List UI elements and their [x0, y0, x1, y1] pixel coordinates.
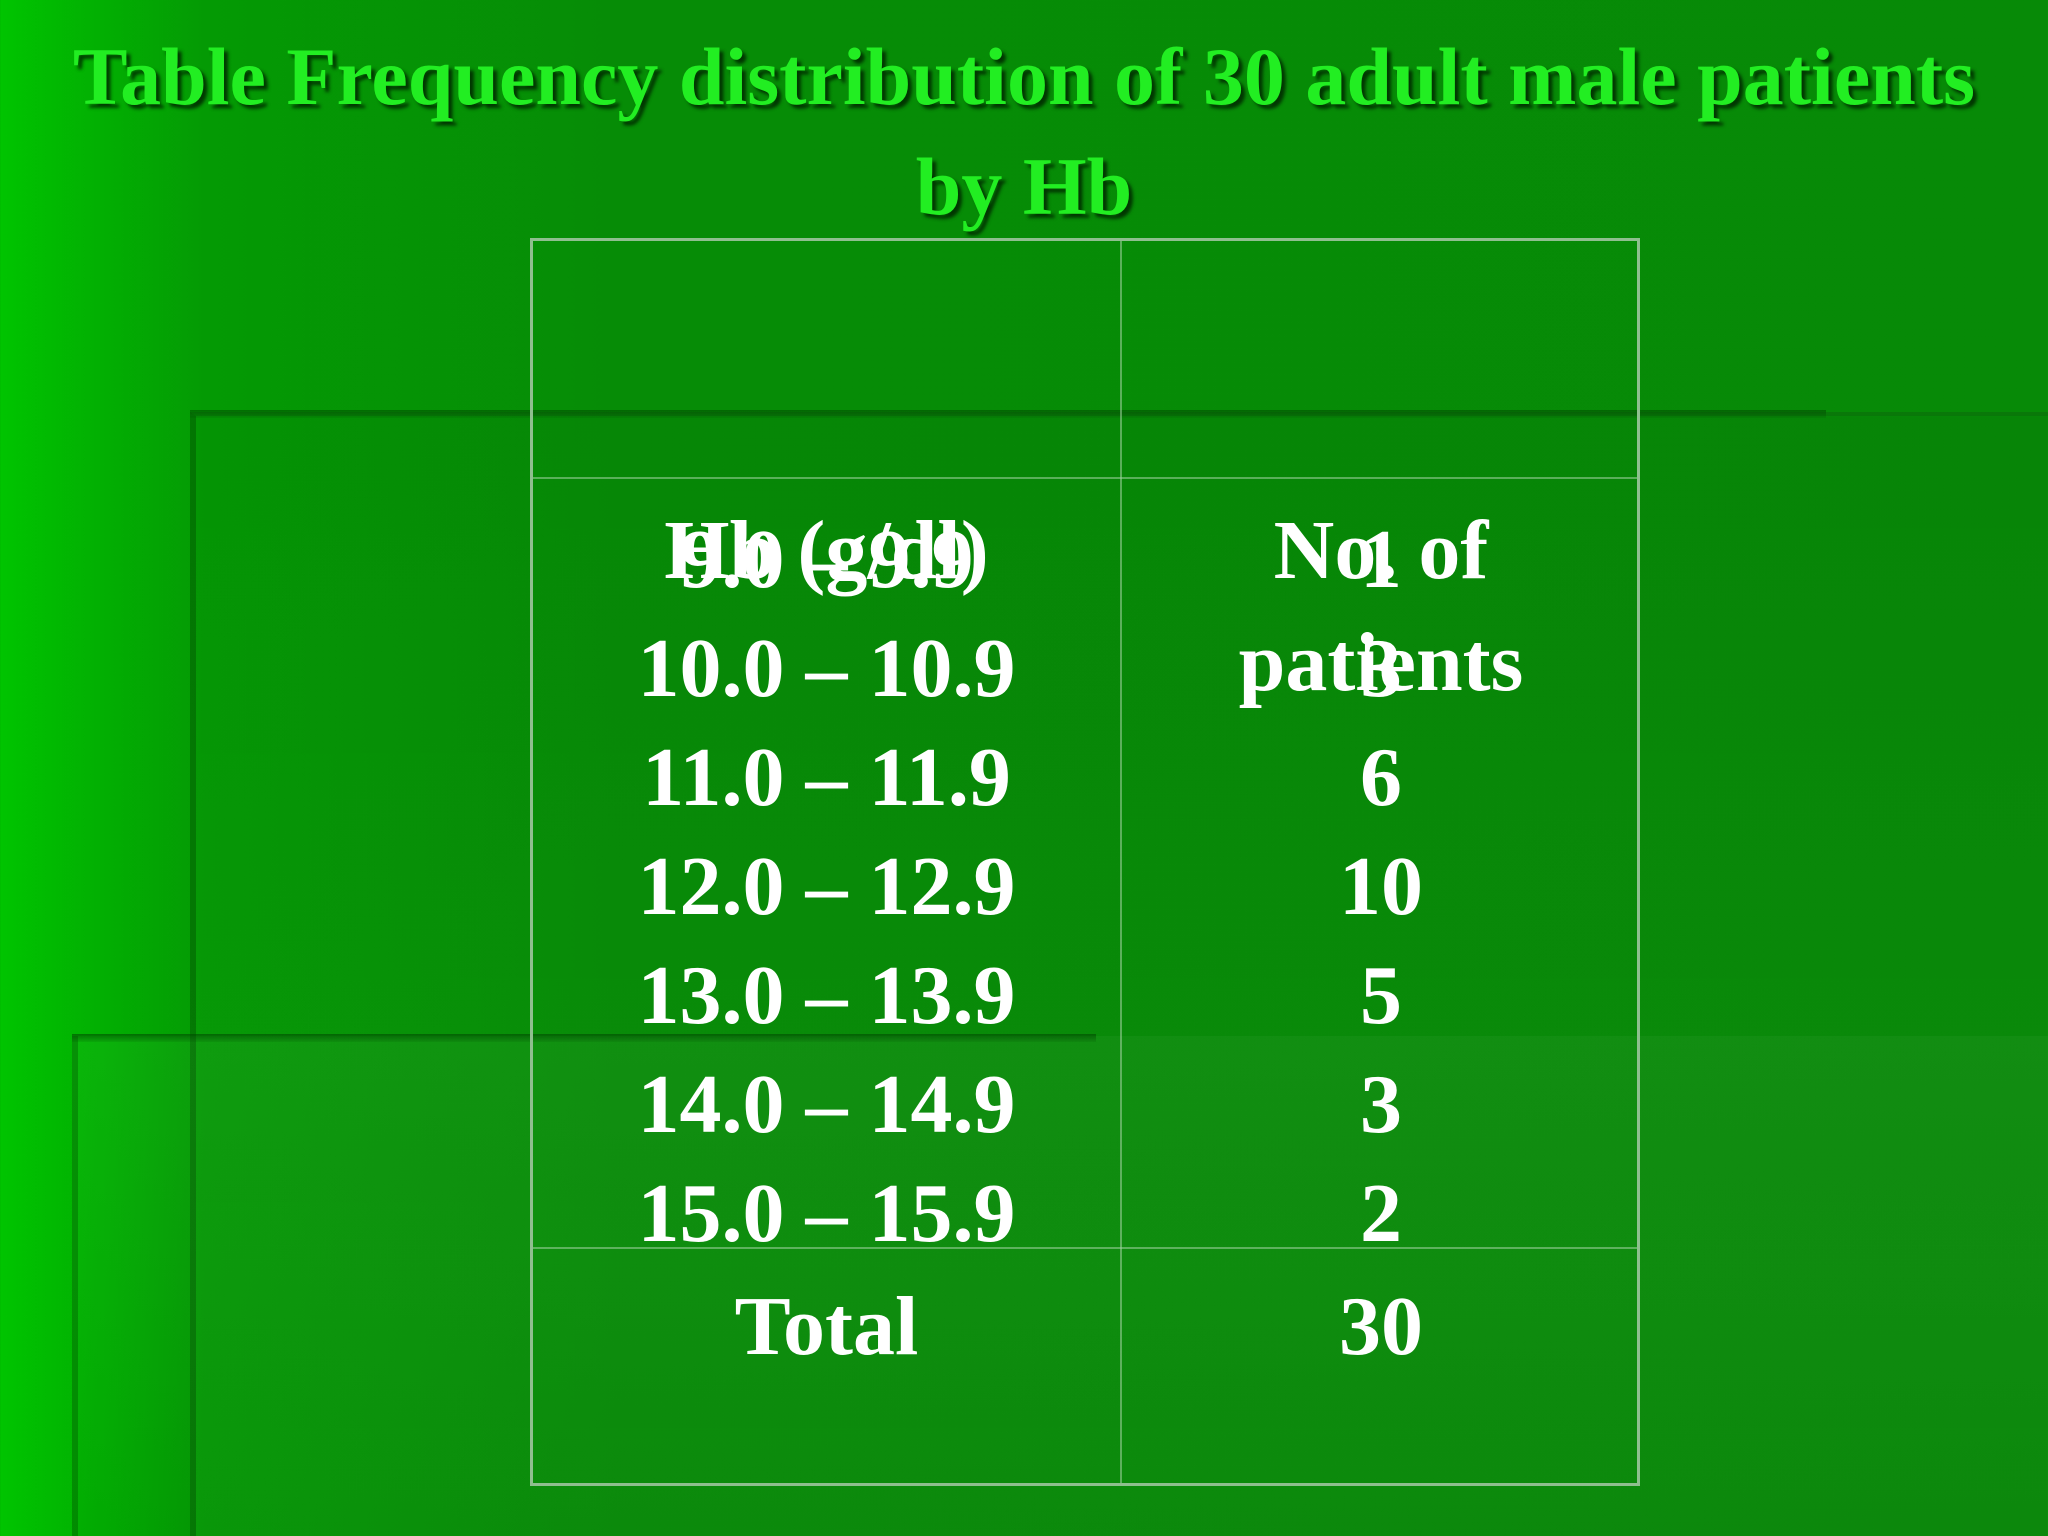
hb-range-cell: 11.0 – 11.9 — [642, 731, 1011, 824]
patient-count-cell: 5 — [1360, 949, 1402, 1042]
patient-count-cell: 2 — [1360, 1167, 1402, 1260]
patient-count-column: 1 3 6 10 5 3 2 — [1122, 505, 1640, 1268]
header-patients-line-2: patients — [1238, 616, 1524, 709]
total-label: Total — [734, 1280, 919, 1373]
slide-title: Table Frequency distribution of 30 adult… — [72, 31, 1976, 232]
header-divider — [533, 477, 1637, 479]
hb-range-cell: 9.0 – 9.9 — [679, 513, 974, 606]
patient-count-cell: 3 — [1360, 622, 1402, 715]
total-divider — [533, 1247, 1637, 1249]
hb-range-cell: 10.0 – 10.9 — [637, 622, 1016, 715]
header-patients: No. of patients — [1122, 495, 1640, 719]
hb-range-cell: 12.0 – 12.9 — [637, 840, 1016, 933]
hb-range-cell: 14.0 – 14.9 — [637, 1058, 1016, 1151]
total-count: 30 — [1339, 1280, 1423, 1373]
patient-count-cell: 3 — [1360, 1058, 1402, 1151]
column-divider — [1120, 241, 1122, 1483]
hb-range-cell: 15.0 – 15.9 — [637, 1167, 1016, 1260]
patient-count-cell: 10 — [1339, 840, 1423, 933]
frequency-table: Hb (g/dl) No. of patients 9.0 – 9.9 10.0… — [530, 238, 1640, 1486]
header-hb: Hb (g/dl) — [664, 504, 989, 597]
patient-count-cell: 1 — [1360, 513, 1402, 606]
hb-range-cell: 13.0 – 13.9 — [637, 949, 1016, 1042]
header-patients-line-1: No. of — [1273, 504, 1489, 597]
patient-count-cell: 6 — [1360, 731, 1402, 824]
hb-range-column: 9.0 – 9.9 10.0 – 10.9 11.0 – 11.9 12.0 –… — [533, 505, 1120, 1268]
